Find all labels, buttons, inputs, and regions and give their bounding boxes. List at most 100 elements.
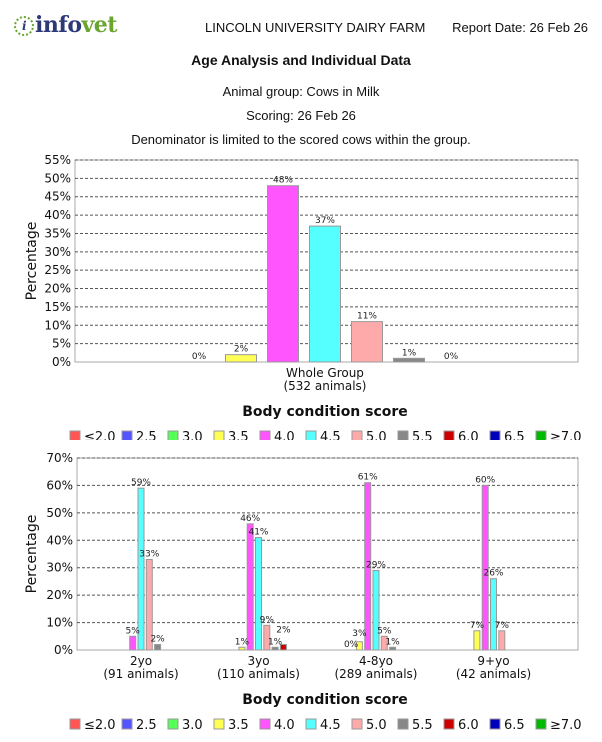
bar-3.5 — [473, 630, 481, 651]
legend-swatch — [397, 430, 409, 440]
legend-swatch — [351, 430, 363, 440]
bar-5.0 — [380, 635, 388, 651]
legend-label: 3.5 — [228, 718, 249, 733]
legend-swatch — [121, 430, 133, 440]
data-label: 0% — [192, 352, 207, 362]
y-tick-label: 30% — [46, 561, 73, 575]
y-tick-label: 0% — [52, 355, 71, 369]
legend-swatch — [259, 718, 271, 730]
legend-swatch — [213, 430, 225, 440]
animal-group: Animal group: Cows in Milk — [222, 84, 380, 99]
data-label: 1% — [268, 637, 283, 647]
x-tick-sublabel: (110 animals) — [217, 667, 300, 681]
x-axis-label: Body condition score — [242, 692, 408, 708]
bar-4.5 — [309, 225, 341, 363]
bar-5.5 — [389, 646, 397, 651]
y-tick-label: 15% — [44, 300, 71, 314]
infovet-logo: i infovet — [14, 12, 117, 38]
y-tick-label: 20% — [46, 588, 73, 602]
bar-6.0 — [279, 644, 287, 651]
bar-5.0 — [263, 624, 271, 651]
report-date: Report Date: 26 Feb 26 — [452, 20, 588, 35]
data-label: 9% — [260, 615, 275, 625]
y-tick-label: 50% — [44, 171, 71, 185]
bar-4.0 — [364, 482, 372, 651]
x-tick-sublabel: (289 animals) — [334, 667, 417, 681]
bar-3.5 — [355, 641, 363, 651]
data-label: 48% — [273, 176, 293, 186]
legend-label: 5.0 — [366, 430, 387, 440]
legend-label: ≤2.0 — [84, 718, 116, 733]
data-label: 61% — [358, 473, 378, 483]
bar-5.0 — [351, 321, 383, 363]
bar-4.0 — [267, 185, 299, 363]
bar-3.5 — [238, 646, 246, 651]
legend-label: 4.5 — [320, 430, 341, 440]
y-tick-label: 25% — [44, 263, 71, 277]
legend-swatch — [213, 718, 225, 730]
x-tick-label: 9+yo — [477, 654, 509, 668]
legend-label: ≥7.0 — [550, 430, 582, 440]
y-tick-label: 45% — [44, 190, 71, 204]
legend-label: ≤2.0 — [84, 430, 116, 440]
legend-label: 5.5 — [412, 718, 433, 733]
x-tick-label: 2yo — [130, 654, 152, 668]
legend-swatch — [69, 718, 81, 730]
report-title: Age Analysis and Individual Data — [191, 52, 411, 68]
legend-label: 2.5 — [136, 430, 157, 440]
y-tick-label: 50% — [46, 506, 73, 520]
farm-name: LINCOLN UNIVERSITY DAIRY FARM — [205, 20, 426, 35]
legend-swatch — [351, 718, 363, 730]
legend-label: 4.5 — [320, 718, 341, 733]
bar-5.5 — [271, 646, 279, 651]
legend-swatch — [259, 430, 271, 440]
x-tick-label: 4-8yo — [359, 654, 393, 668]
y-tick-label: 10% — [46, 616, 73, 630]
data-label: 5% — [377, 626, 392, 636]
x-axis-label: Body condition score — [242, 404, 408, 420]
y-tick-label: 40% — [46, 533, 73, 547]
legend-label: 5.0 — [366, 718, 387, 733]
legend-swatch — [167, 430, 179, 440]
logo-text-accent: vet — [81, 12, 118, 38]
data-label: 37% — [315, 216, 335, 226]
y-tick-label: 5% — [52, 337, 71, 351]
data-label: 5% — [126, 626, 141, 636]
legend-swatch — [305, 718, 317, 730]
data-label: 7% — [495, 621, 510, 631]
data-label: 2% — [234, 345, 249, 355]
y-tick-label: 55% — [44, 153, 71, 167]
legend-label: 4.0 — [274, 430, 295, 440]
y-tick-label: 20% — [44, 282, 71, 296]
x-tick-label: 3yo — [247, 654, 269, 668]
legend-swatch — [489, 430, 501, 440]
x-tick-sublabel: (91 animals) — [103, 667, 178, 681]
logo-text: info — [35, 12, 82, 38]
legend-label: ≥7.0 — [550, 718, 582, 733]
legend-label: 6.0 — [458, 718, 479, 733]
legend-label: 4.0 — [274, 718, 295, 733]
x-tick-sublabel: (532 animals) — [283, 379, 366, 393]
y-tick-label: 0% — [54, 643, 73, 657]
legend-swatch — [535, 430, 547, 440]
bar-4.5 — [372, 569, 380, 651]
legend-label: 6.5 — [504, 718, 525, 733]
bar-4.5 — [137, 487, 145, 651]
legend-swatch — [489, 718, 501, 730]
data-label: 41% — [248, 528, 268, 538]
y-tick-label: 30% — [44, 245, 71, 259]
data-label: 7% — [470, 621, 485, 631]
y-tick-label: 40% — [44, 208, 71, 222]
legend-label: 5.5 — [412, 430, 433, 440]
logo-mark-icon: i — [14, 16, 34, 36]
legend-label: 3.5 — [228, 430, 249, 440]
bar-4.0 — [129, 635, 137, 651]
legend-swatch — [305, 430, 317, 440]
legend-swatch — [397, 718, 409, 730]
legend-swatch — [167, 718, 179, 730]
scoring-date: Scoring: 26 Feb 26 — [246, 108, 356, 123]
bar-4.5 — [255, 537, 262, 651]
bar-4.5 — [490, 578, 497, 651]
data-label: 11% — [357, 312, 377, 322]
